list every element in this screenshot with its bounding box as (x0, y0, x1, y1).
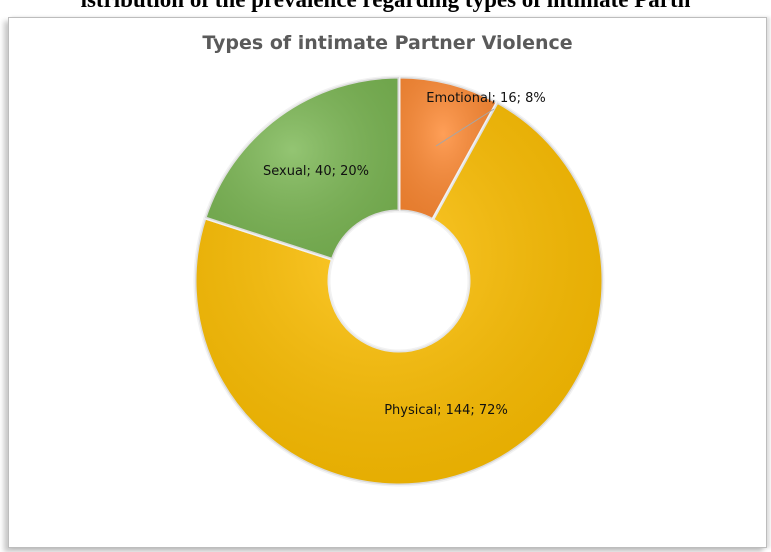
chart-frame: Types of intimate Partner Violence Emoti… (8, 17, 767, 548)
slice-physical-shading (194, 102, 603, 486)
slice-sexual-shading (204, 77, 399, 260)
data-label-sexual: Sexual; 40; 20% (263, 164, 369, 179)
donut-chart: Emotional; 16; 8% Physical; 144; 72% Sexua… (193, 75, 605, 487)
slice-emotional-shading (399, 77, 498, 220)
figure-caption: istribution of the prevalence regarding … (0, 0, 771, 17)
chart-title: Types of intimate Partner Violence (202, 32, 573, 54)
data-label-emotional: Emotional; 16; 8% (426, 91, 546, 106)
data-label-physical: Physical; 144; 72% (384, 403, 508, 418)
emotional-leader-line (435, 108, 495, 147)
